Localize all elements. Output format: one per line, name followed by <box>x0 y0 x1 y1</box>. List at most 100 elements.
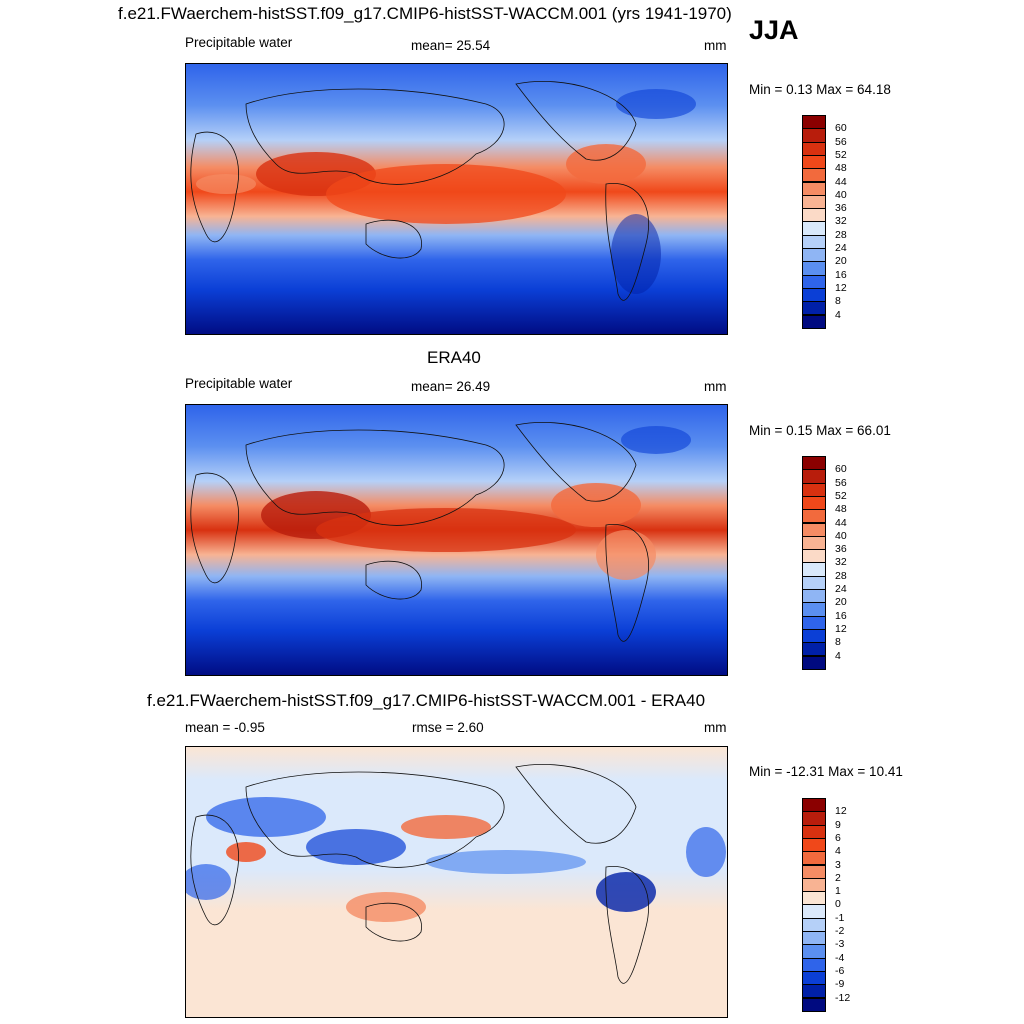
panel-1-title: f.e21.FWaerchem-histSST.f09_g17.CMIP6-hi… <box>118 4 732 23</box>
panel-1-minmax: Min = 0.13 Max = 64.18 <box>749 82 891 97</box>
colorbar-swatch <box>802 575 826 590</box>
colorbar-swatch <box>802 181 826 196</box>
colorbar-label: 24 <box>835 583 847 595</box>
colorbar-label: 4 <box>835 845 841 858</box>
colorbar-label: -1 <box>835 911 845 924</box>
colorbar-label: 12 <box>835 805 847 818</box>
colorbar-swatch <box>802 509 826 524</box>
colorbar-swatch <box>802 194 826 210</box>
colorbar-label: 4 <box>835 308 841 321</box>
colorbar-label: 1 <box>835 885 841 898</box>
colorbar-label: 44 <box>835 175 847 188</box>
colorbar-swatch <box>802 628 826 644</box>
colorbar-label: 20 <box>835 596 847 609</box>
colorbar-swatch <box>802 891 826 906</box>
colorbar-swatch <box>802 314 826 329</box>
colorbar-label: 0 <box>835 898 841 911</box>
colorbar-label: 9 <box>835 818 841 831</box>
colorbar-swatch <box>802 274 826 289</box>
panel-1-variable-label: Precipitable water <box>185 35 293 50</box>
panel-2-map <box>185 404 728 676</box>
panel-3-title: f.e21.FWaerchem-histSST.f09_g17.CMIP6-hi… <box>147 691 706 710</box>
colorbar-label: -3 <box>835 938 845 951</box>
panel-2-units: mm <box>704 379 727 394</box>
colorbar-swatch <box>802 535 826 551</box>
panel-1-mean: mean= 25.54 <box>411 38 491 53</box>
colorbar-swatch <box>802 984 826 999</box>
panel-2-minmax: Min = 0.15 Max = 66.01 <box>749 423 891 438</box>
colorbar-swatch <box>802 141 826 156</box>
colorbar-label: -4 <box>835 951 845 964</box>
colorbar-swatch <box>802 154 826 170</box>
colorbar-swatch <box>802 931 826 946</box>
colorbar-label: 36 <box>835 202 847 215</box>
colorbar-label: 60 <box>835 122 847 135</box>
colorbar-label: 60 <box>835 463 847 476</box>
colorbar-swatch <box>802 917 826 932</box>
colorbar-swatch <box>802 837 826 853</box>
colorbar-swatch <box>802 287 826 303</box>
colorbar-swatch <box>802 549 826 564</box>
colorbar-label: 28 <box>835 569 847 582</box>
colorbar-label: 52 <box>835 489 847 502</box>
colorbar-swatch <box>802 522 826 537</box>
colorbar-swatch <box>802 864 826 879</box>
colorbar-swatch <box>802 221 826 236</box>
colorbar-label: 12 <box>835 281 847 294</box>
panel-3-rmse: rmse = 2.60 <box>412 720 484 735</box>
colorbar-label: 48 <box>835 503 847 516</box>
colorbar-swatch <box>802 234 826 249</box>
colorbar-label: 48 <box>835 162 847 175</box>
colorbar-swatch <box>802 904 826 919</box>
colorbar-label: 2 <box>835 871 841 884</box>
colorbar-swatch <box>802 615 826 630</box>
colorbar-label: 8 <box>835 295 841 308</box>
panel-3-units: mm <box>704 720 727 735</box>
colorbar-label: 52 <box>835 148 847 161</box>
colorbar-label: 16 <box>835 609 847 622</box>
colorbar-label: 32 <box>835 556 847 569</box>
colorbar-swatch <box>802 798 826 813</box>
colorbar-label: 56 <box>835 476 847 489</box>
colorbar-label: 16 <box>835 268 847 281</box>
colorbar-label: 40 <box>835 188 847 201</box>
colorbar-label: -9 <box>835 978 845 991</box>
panel-3-minmax: Min = -12.31 Max = 10.41 <box>749 764 903 779</box>
panel-2-mean: mean= 26.49 <box>411 379 491 394</box>
panel-1-units: mm <box>704 38 727 53</box>
colorbar-swatch <box>802 495 826 511</box>
colorbar-swatch <box>802 562 826 577</box>
colorbar-swatch <box>802 944 826 959</box>
colorbar-label: 28 <box>835 228 847 241</box>
colorbar-swatch <box>802 469 826 484</box>
colorbar-swatch <box>802 168 826 183</box>
colorbar-label: 3 <box>835 858 841 871</box>
colorbar-label: 40 <box>835 529 847 542</box>
panel-3-mean: mean = -0.95 <box>185 720 265 735</box>
colorbar-swatch <box>802 642 826 657</box>
colorbar-swatch <box>802 655 826 670</box>
colorbar-swatch <box>802 456 826 471</box>
colorbar-label: -12 <box>835 991 851 1004</box>
panel-3-map <box>185 746 728 1018</box>
colorbar-label: 6 <box>835 831 841 844</box>
colorbar-swatch <box>802 248 826 263</box>
colorbar-label: 24 <box>835 242 847 254</box>
colorbar-swatch <box>802 957 826 972</box>
colorbar-label: 32 <box>835 215 847 228</box>
colorbar-swatch <box>802 115 826 130</box>
colorbar-swatch <box>802 602 826 617</box>
colorbar-label: 56 <box>835 135 847 148</box>
colorbar-label: 44 <box>835 516 847 529</box>
colorbar-swatch <box>802 851 826 866</box>
colorbar-swatch <box>802 208 826 223</box>
colorbar-swatch <box>802 970 826 986</box>
colorbar-label: 36 <box>835 543 847 556</box>
colorbar-swatch <box>802 128 826 143</box>
colorbar-label: -2 <box>835 925 845 937</box>
colorbar-swatch <box>802 482 826 497</box>
panel-1-map <box>185 63 728 335</box>
colorbar-swatch <box>802 877 826 893</box>
colorbar-swatch <box>802 997 826 1012</box>
colorbar-label: 8 <box>835 636 841 649</box>
